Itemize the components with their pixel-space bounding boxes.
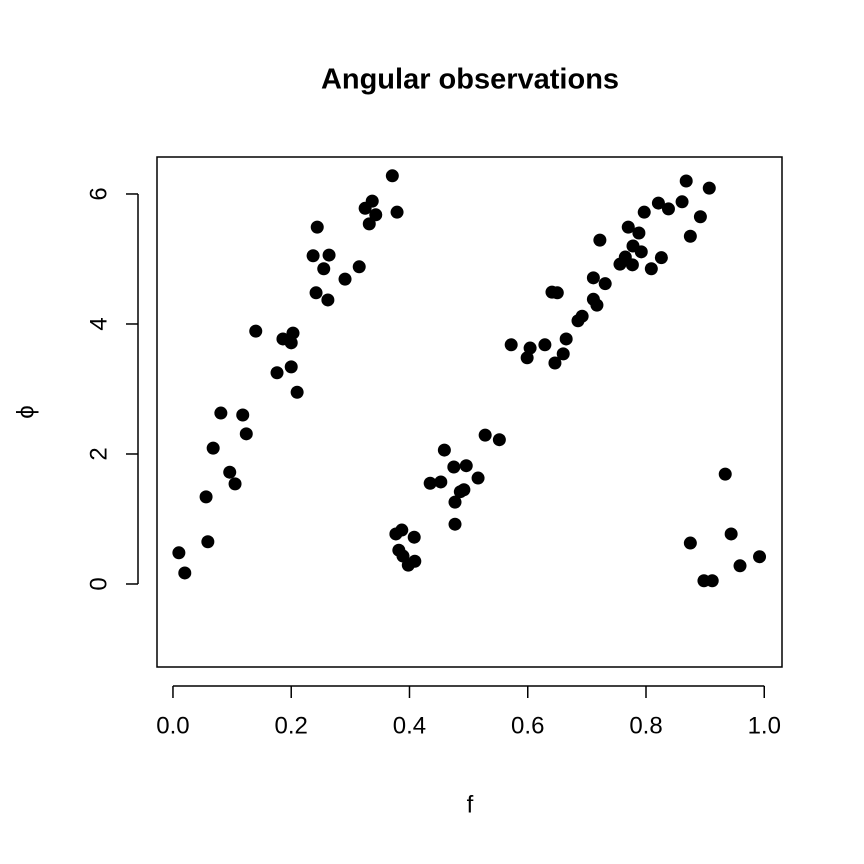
point [492, 433, 506, 447]
y-axis-label: ϕ [12, 405, 39, 418]
plot-frame [156, 156, 783, 668]
point [683, 229, 697, 243]
point [654, 251, 668, 265]
point [437, 443, 451, 457]
point [724, 527, 738, 541]
point [362, 217, 376, 231]
point [322, 248, 336, 262]
point [559, 332, 573, 346]
point [199, 490, 213, 504]
point [459, 459, 473, 473]
point [550, 286, 564, 300]
point [478, 428, 492, 442]
point [693, 210, 707, 224]
point [448, 495, 462, 509]
point [423, 476, 437, 490]
point [705, 574, 719, 588]
point [675, 195, 689, 209]
point [448, 517, 462, 531]
point [408, 554, 422, 568]
point [214, 406, 228, 420]
point [407, 530, 421, 544]
point [598, 277, 612, 291]
point [228, 477, 242, 491]
point [201, 535, 215, 549]
x-tick-label: 0.2 [275, 712, 308, 739]
point [270, 366, 284, 380]
point [317, 262, 331, 276]
point [702, 181, 716, 195]
point [239, 427, 253, 441]
point [206, 441, 220, 455]
point [172, 546, 186, 560]
point [395, 523, 409, 537]
point [753, 550, 767, 564]
point [365, 194, 379, 208]
x-tick-label: 0.4 [393, 712, 426, 739]
point [593, 233, 607, 247]
y-tick-label: 6 [85, 187, 112, 200]
point [625, 258, 639, 272]
point [632, 226, 646, 240]
point [556, 347, 570, 361]
point [284, 360, 298, 374]
point [538, 338, 552, 352]
point [683, 536, 697, 550]
point [306, 249, 320, 263]
point [434, 475, 448, 489]
chart-title: Angular observations [321, 64, 619, 96]
point [523, 341, 537, 355]
point [575, 309, 589, 323]
y-tick-label: 4 [85, 317, 112, 330]
point [504, 338, 518, 352]
point [309, 286, 323, 300]
point [286, 326, 300, 340]
point [520, 351, 534, 365]
point [223, 465, 237, 479]
point [447, 460, 461, 474]
point [644, 262, 658, 276]
y-tick-label: 0 [85, 577, 112, 590]
point [290, 385, 304, 399]
point [352, 260, 366, 274]
point [637, 205, 651, 219]
point [338, 272, 352, 286]
point [471, 471, 485, 485]
point [548, 356, 562, 370]
point [236, 408, 250, 422]
x-tick-label: 1.0 [748, 712, 781, 739]
point [661, 202, 675, 216]
point [369, 208, 383, 222]
x-axis-label: f [467, 791, 474, 818]
point [249, 324, 263, 338]
point [284, 336, 298, 350]
point [679, 174, 693, 188]
point [651, 196, 665, 210]
point [733, 559, 747, 573]
point [457, 483, 471, 497]
point [634, 245, 648, 259]
point [718, 467, 732, 481]
x-tick-label: 0.8 [629, 712, 662, 739]
point [321, 293, 335, 307]
point [390, 205, 404, 219]
x-tick-label: 0.6 [511, 712, 544, 739]
point [178, 566, 192, 580]
point [590, 298, 604, 312]
point [310, 220, 324, 234]
point [621, 220, 635, 234]
point [385, 169, 399, 183]
point [586, 271, 600, 285]
y-tick-label: 2 [85, 447, 112, 460]
x-tick-label: 0.0 [156, 712, 189, 739]
